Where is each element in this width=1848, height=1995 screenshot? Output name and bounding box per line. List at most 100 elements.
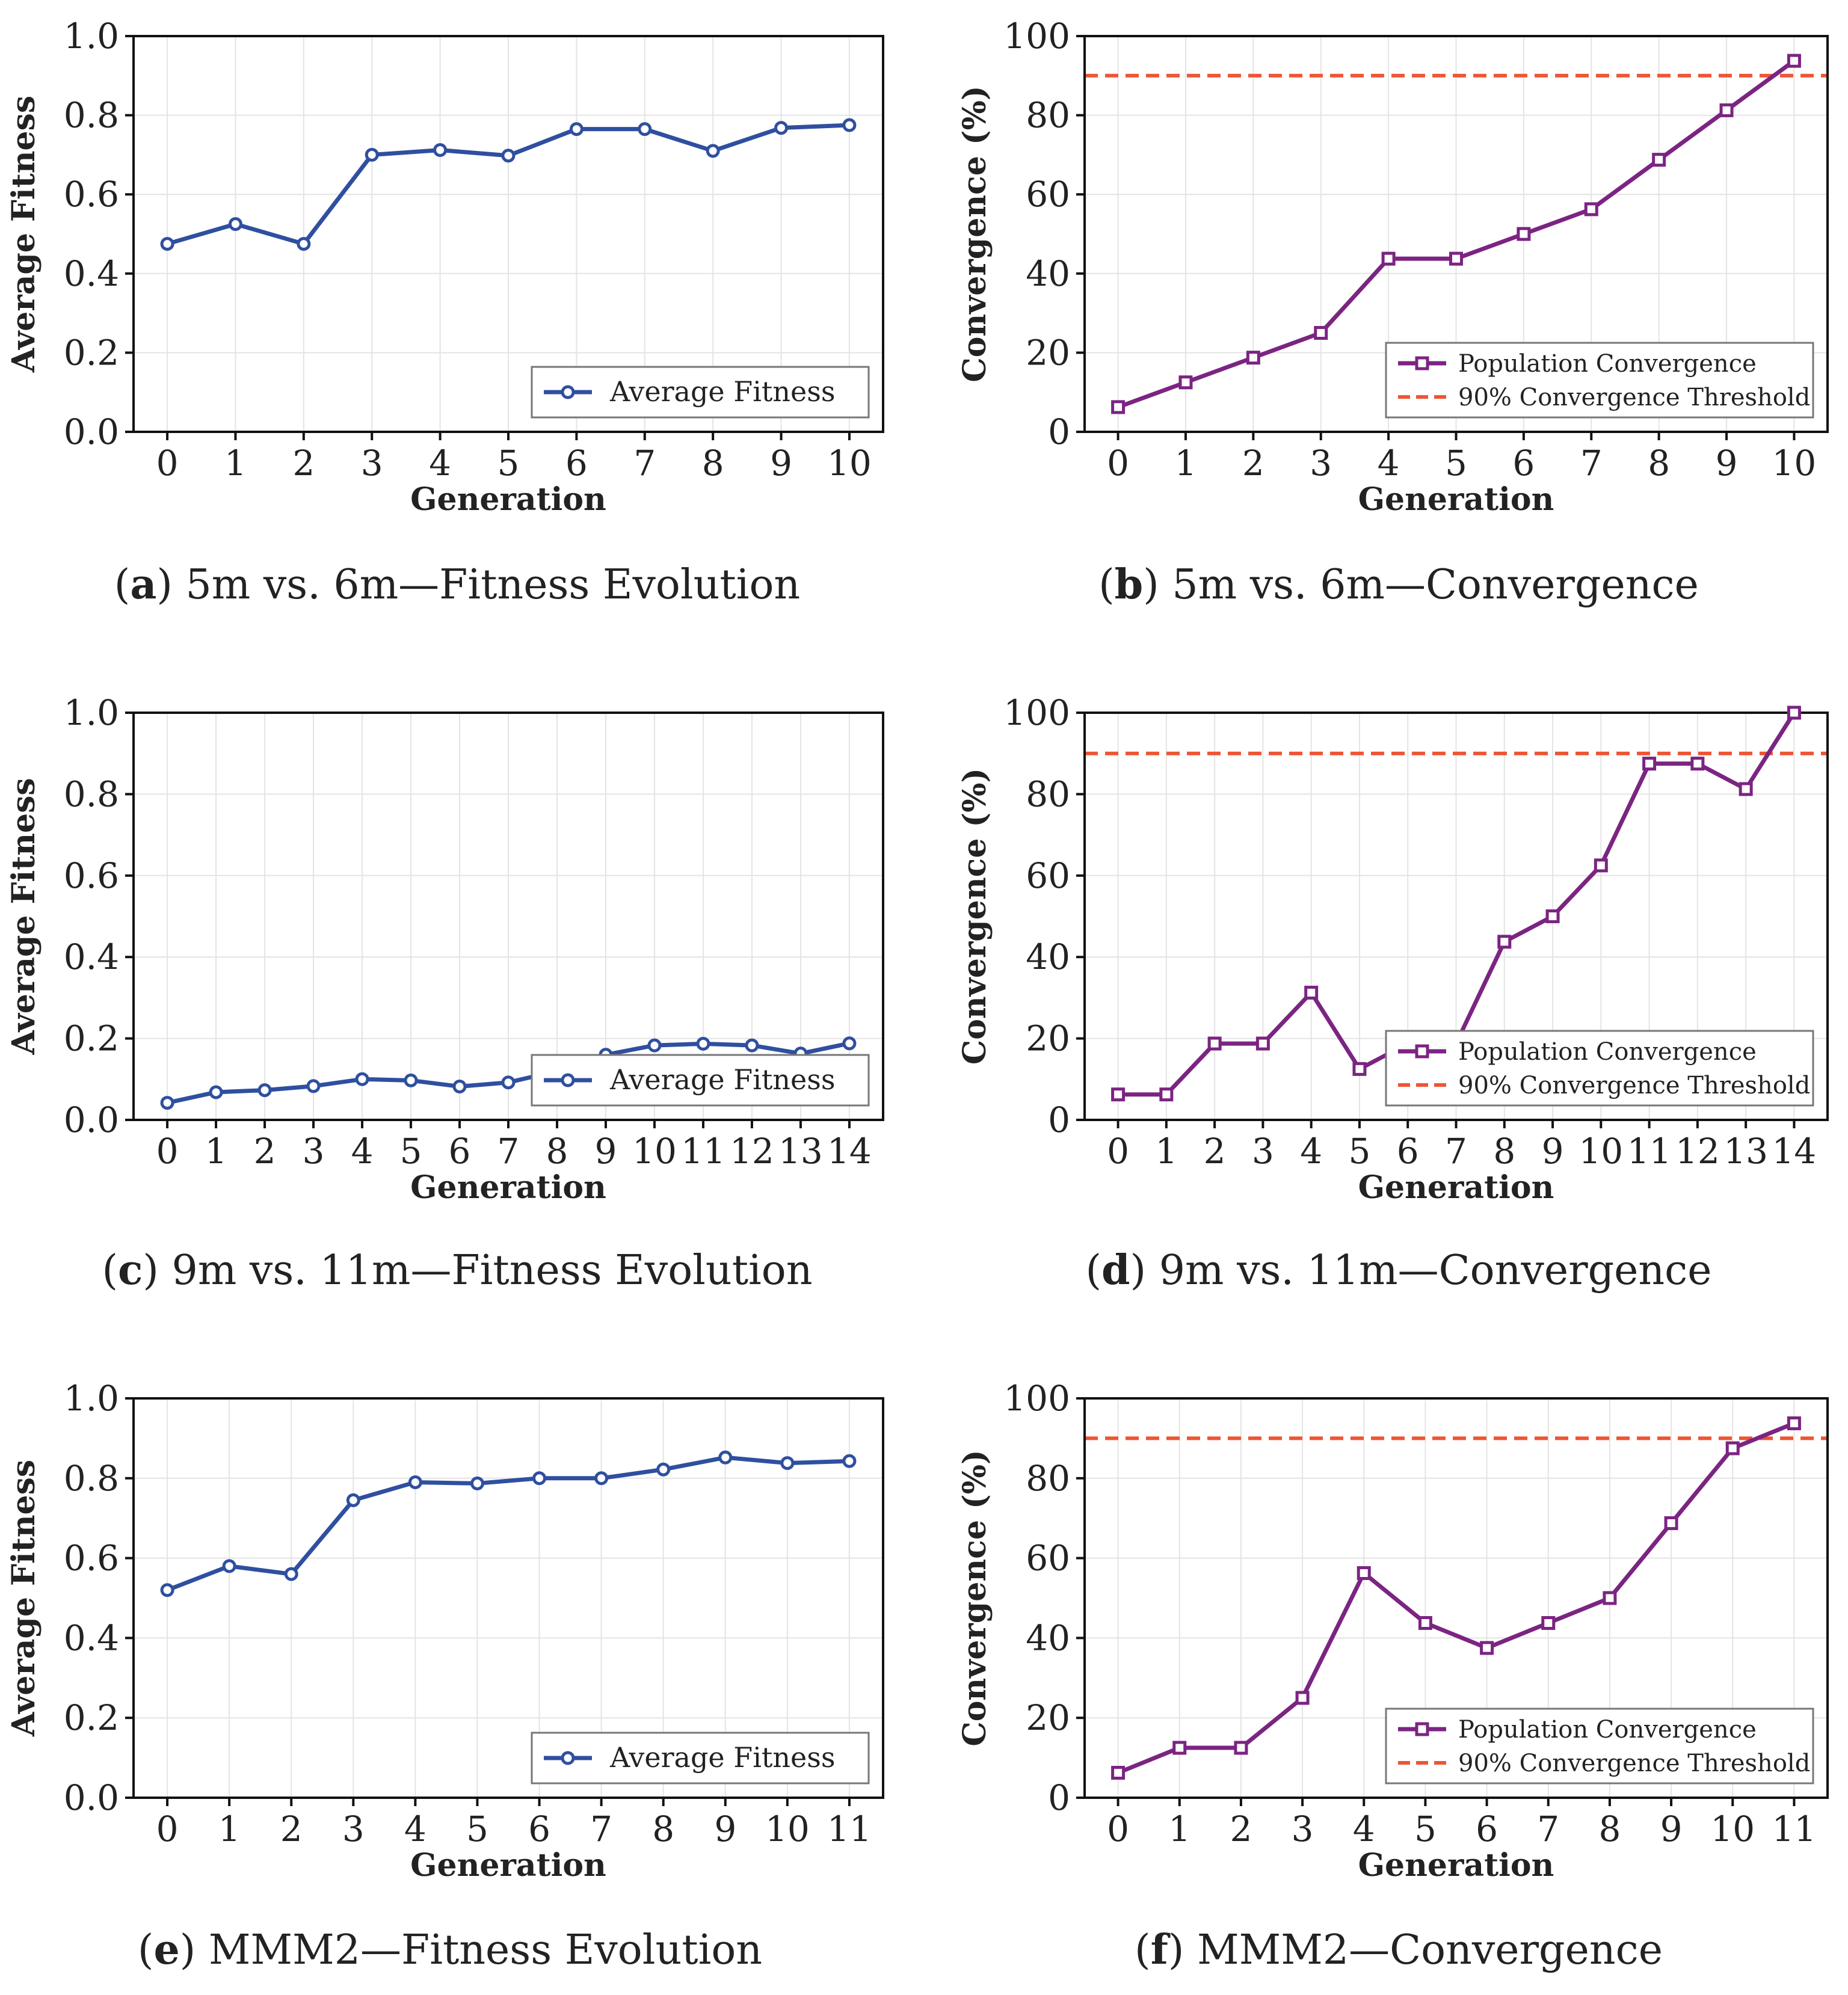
caption-close-paren: ) xyxy=(1168,1926,1184,1974)
x-tick-label: 9 xyxy=(1542,1131,1564,1172)
data-point xyxy=(1787,705,1801,720)
x-tick-label: 8 xyxy=(652,1809,674,1849)
panel-c: 0.00.20.40.60.81.00 1 2 3 4 5 6 7 8 9 10 11 12 13 14Ge… xyxy=(5,692,884,1294)
x-tick-label: 4 xyxy=(404,1809,427,1849)
legend-box xyxy=(1385,1030,1814,1107)
x-tick-label: 9 xyxy=(770,443,792,484)
x-tick-label: 2 xyxy=(254,1131,276,1172)
data-point xyxy=(842,118,857,132)
x-tick-label: 4 xyxy=(429,443,451,484)
y-tick-label: 0.8 xyxy=(64,1458,119,1499)
legend-marker xyxy=(561,385,575,399)
caption-letter: d xyxy=(1101,1246,1130,1294)
x-tick-label: 9 xyxy=(1660,1809,1683,1849)
y-tick-label: 20 xyxy=(1026,1697,1070,1738)
data-point xyxy=(1178,375,1193,390)
x-tick-label: 5 xyxy=(497,443,520,484)
y-axis-title: Average Fitness xyxy=(5,778,42,1055)
data-point xyxy=(1352,1062,1367,1076)
x-tick-label: 8 xyxy=(1648,443,1670,484)
x-tick-label: 12 xyxy=(730,1131,774,1172)
y-tick-label: 0 xyxy=(1048,411,1070,452)
series-line xyxy=(166,1455,850,1592)
x-tick-label: 1 xyxy=(218,1809,241,1849)
data-point xyxy=(1594,858,1608,873)
legend: Population Convergence 90% Convergence Th… xyxy=(1385,342,1814,419)
legend: Average Fitness xyxy=(531,1732,870,1784)
x-tick-label: 1 xyxy=(224,443,247,484)
data-point xyxy=(1642,757,1657,771)
data-point xyxy=(1304,985,1319,1000)
data-point xyxy=(647,1038,662,1053)
caption-text: 5m vs. 6m—Fitness Evolution xyxy=(173,561,800,609)
legend: Average Fitness xyxy=(531,1054,870,1107)
y-tick-label: 0.8 xyxy=(64,773,119,814)
y-axis-title: Convergence (%) xyxy=(956,1449,993,1746)
y-tick-label: 0.6 xyxy=(64,174,119,215)
data-point xyxy=(842,1454,857,1468)
data-point xyxy=(656,1462,671,1477)
y-tick-label: 80 xyxy=(1026,773,1070,814)
x-axis-title: Generation xyxy=(410,481,606,518)
x-tick-label: 2 xyxy=(292,443,315,484)
data-point xyxy=(1111,1087,1126,1102)
y-tick-label: 40 xyxy=(1026,253,1070,294)
x-tick-label: 12 xyxy=(1675,1131,1720,1172)
plot-frame xyxy=(132,1397,884,1799)
data-point xyxy=(1541,1616,1556,1630)
data-point xyxy=(257,1083,272,1098)
legend-label: Population Convergence xyxy=(1458,1038,1757,1066)
x-tick-label: 1 xyxy=(1155,1131,1177,1172)
data-point xyxy=(532,1471,547,1486)
x-tick-label: 3 xyxy=(342,1809,365,1849)
data-point xyxy=(569,122,584,137)
y-tick-label: 100 xyxy=(1003,692,1070,733)
y-tick-label: 60 xyxy=(1026,855,1070,896)
x-tick-label: 10 xyxy=(827,443,872,484)
x-tick-label: 5 xyxy=(400,1131,422,1172)
legend: Population Convergence 90% Convergence Th… xyxy=(1385,1030,1814,1107)
series-line xyxy=(1117,1421,1795,1775)
y-tick-label: 20 xyxy=(1026,332,1070,373)
x-tick-label: 9 xyxy=(1716,443,1738,484)
legend-label: 90% Convergence Threshold xyxy=(1458,1750,1810,1777)
y-tick-label: 1.0 xyxy=(64,1378,119,1419)
x-tick-label: 9 xyxy=(714,1809,736,1849)
panel-caption: (d) 9m vs. 11m—Convergence xyxy=(1086,1246,1712,1294)
panel-e: 0.0 0.2 0.4 0.6 0.8 1.0 0 1 2 3 4 5 6 7 8 9 10 11 Generati… xyxy=(5,1378,884,1974)
x-tick-label: 0 xyxy=(156,443,179,484)
caption-close-paren: ) xyxy=(1130,1247,1147,1294)
legend-box xyxy=(1385,342,1814,419)
data-point xyxy=(1787,1416,1801,1430)
x-tick-label: 8 xyxy=(702,443,724,484)
data-point xyxy=(1381,251,1396,266)
x-tick-label: 11 xyxy=(1772,1809,1817,1849)
data-point xyxy=(1497,935,1512,949)
data-point xyxy=(306,1079,321,1093)
legend-marker xyxy=(561,1073,575,1087)
y-tick-label: 0.2 xyxy=(64,1018,119,1059)
y-tick-label: 0.6 xyxy=(64,855,119,896)
y-axis-title: Convergence (%) xyxy=(956,85,993,382)
data-point xyxy=(222,1559,236,1573)
data-point xyxy=(160,236,174,251)
caption-close-paren: ) xyxy=(156,561,173,609)
caption-letter: e xyxy=(153,1926,179,1974)
y-tick-label: 0.2 xyxy=(64,332,119,373)
data-point xyxy=(638,122,652,137)
y-tick-label: 60 xyxy=(1026,1538,1070,1579)
plot-frame xyxy=(1083,1397,1829,1799)
caption-open-paren: ( xyxy=(1135,1926,1151,1974)
y-tick-label: 100 xyxy=(1003,1378,1070,1419)
data-point xyxy=(780,1456,795,1471)
y-tick-label: 0.2 xyxy=(64,1697,119,1738)
panel-caption: (e) MMM2—Fitness Evolution xyxy=(138,1926,762,1974)
legend-label: Average Fitness xyxy=(609,1063,835,1096)
y-tick-label: 0.4 xyxy=(64,253,119,294)
x-tick-label: 10 xyxy=(632,1131,677,1172)
caption-letter: f xyxy=(1151,1926,1171,1974)
x-tick-label: 13 xyxy=(1723,1131,1768,1172)
data-point xyxy=(1172,1741,1187,1755)
data-point xyxy=(1418,1616,1432,1630)
